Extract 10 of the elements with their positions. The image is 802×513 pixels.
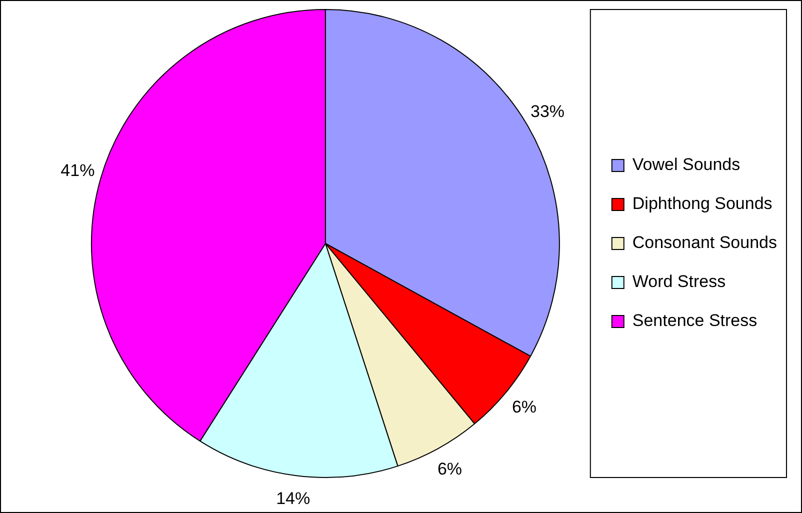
legend-label: Diphthong Sounds: [632, 194, 772, 214]
data-label: 33%: [530, 102, 565, 121]
data-label: 6%: [437, 459, 462, 478]
legend-label: Word Stress: [632, 272, 726, 292]
legend-label: Sentence Stress: [632, 311, 758, 330]
data-label: 6%: [512, 398, 537, 417]
legend-label: Consonant Sounds: [632, 233, 777, 252]
data-label: 41%: [60, 161, 95, 180]
legend-label: Vowel Sounds: [632, 155, 740, 174]
data-label: 14%: [276, 489, 310, 508]
